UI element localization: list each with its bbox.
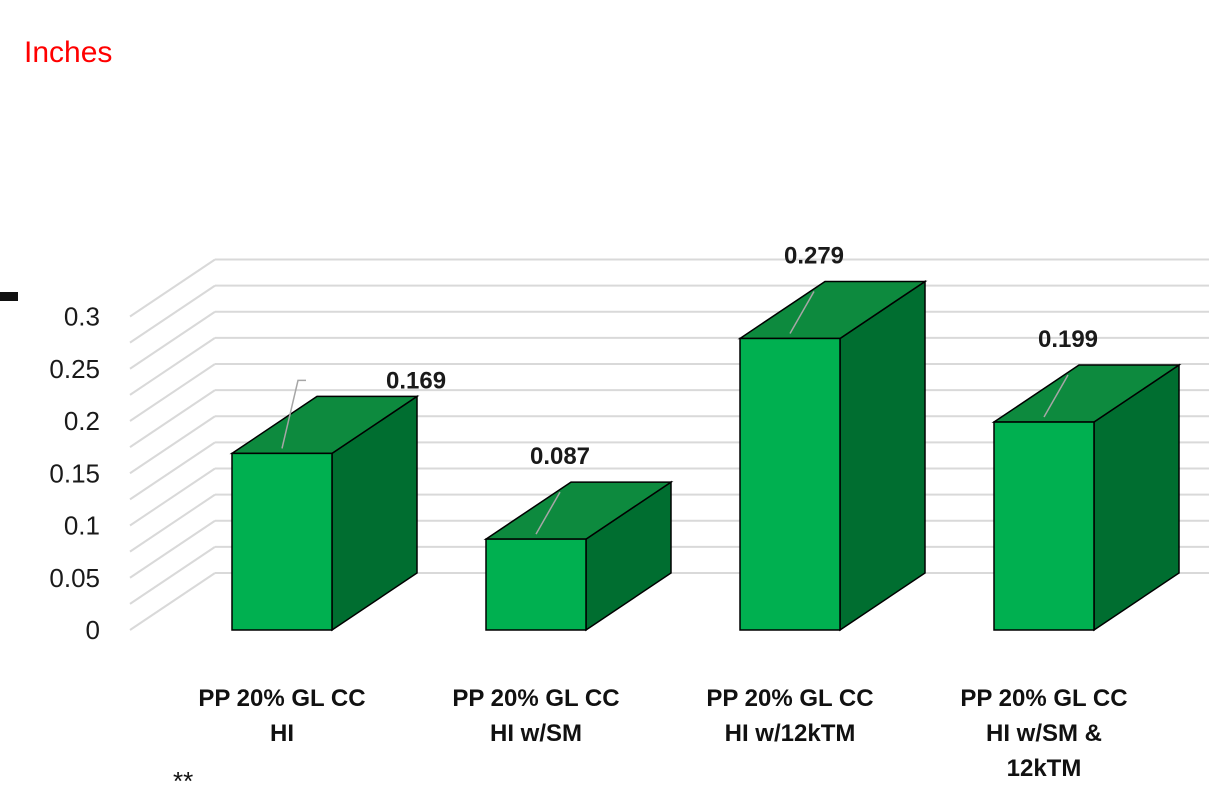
gridline-diagonal [129, 389, 216, 448]
bar-front [231, 452, 333, 631]
data-label-leader [1043, 374, 1069, 418]
edge-marker [0, 292, 18, 301]
data-label: 0.279 [784, 242, 844, 269]
category-labels: PP 20% GL CC HI PP 20% GL CC HI w/SM PP 20% … [198, 685, 1127, 782]
data-label: 0.199 [1038, 326, 1098, 353]
category-label: PP 20% GL CC HI w/12kTM [706, 685, 873, 747]
category-label: PP 20% GL CC HI w/SM [452, 685, 619, 747]
y-axis-ticks: 0 0.05 0.1 0.15 0.2 0.25 0.3 [49, 302, 100, 646]
y-tick-label: 0.25 [49, 354, 100, 384]
bar [737, 280, 928, 632]
bar [229, 394, 420, 632]
y-tick-label: 0.3 [64, 302, 100, 332]
y-tick-label: 0.1 [64, 511, 100, 541]
bar-front [739, 337, 841, 631]
y-tick-label: 0.2 [64, 406, 100, 436]
gridline-diagonal [129, 284, 216, 344]
y-tick-label: 0 [86, 615, 100, 645]
data-labels: 0.169 0.087 0.279 0.199 [281, 242, 1098, 535]
y-tick-label: 0.15 [49, 458, 100, 488]
data-label-leader [281, 379, 306, 449]
bar-side [839, 280, 926, 632]
data-label-leader [535, 491, 561, 535]
bars [229, 280, 1182, 632]
category-label: PP 20% GL CC HI w/SM & 12kTM [960, 685, 1127, 782]
bar [991, 363, 1182, 632]
gridline-diagonal [129, 519, 216, 579]
bar [483, 480, 674, 632]
data-label-leader [789, 291, 815, 334]
bar-front [993, 421, 1095, 631]
gridline-diagonal [129, 546, 216, 605]
gridline-diagonal [129, 415, 216, 475]
gridline-diagonal [129, 310, 216, 370]
bar-front [485, 538, 587, 631]
gridline-diagonal [129, 493, 216, 553]
gridline-diagonal [129, 258, 216, 318]
gridline-diagonal [129, 467, 216, 527]
gridline-diagonal [129, 337, 216, 396]
gridline-diagonal [129, 363, 216, 422]
gridline-diagonal [129, 572, 216, 631]
unit-label: Inches [24, 36, 112, 69]
data-label: 0.169 [386, 367, 446, 394]
category-label: PP 20% GL CC HI [198, 685, 365, 747]
gridline-diagonal [129, 441, 216, 501]
data-label: 0.087 [530, 443, 590, 470]
y-tick-label: 0.05 [49, 563, 100, 593]
footnote: ** [173, 766, 193, 796]
